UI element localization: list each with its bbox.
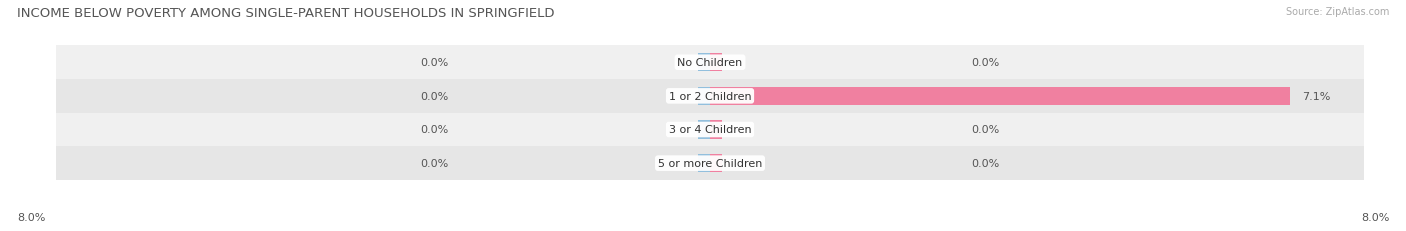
Text: 0.0%: 0.0% bbox=[420, 125, 449, 135]
Text: 8.0%: 8.0% bbox=[17, 212, 45, 222]
Text: 0.0%: 0.0% bbox=[420, 58, 449, 68]
Bar bbox=[710, 87, 1291, 106]
Text: 3 or 4 Children: 3 or 4 Children bbox=[669, 125, 751, 135]
Text: 0.0%: 0.0% bbox=[972, 58, 1000, 68]
Text: 0.0%: 0.0% bbox=[972, 158, 1000, 168]
Bar bbox=[710, 54, 723, 72]
Text: Source: ZipAtlas.com: Source: ZipAtlas.com bbox=[1285, 7, 1389, 17]
Bar bbox=[697, 54, 710, 72]
Text: No Children: No Children bbox=[678, 58, 742, 68]
Text: 8.0%: 8.0% bbox=[1361, 212, 1389, 222]
Text: INCOME BELOW POVERTY AMONG SINGLE-PARENT HOUSEHOLDS IN SPRINGFIELD: INCOME BELOW POVERTY AMONG SINGLE-PARENT… bbox=[17, 7, 554, 20]
Text: 0.0%: 0.0% bbox=[972, 125, 1000, 135]
Bar bbox=[710, 121, 723, 139]
Text: 1 or 2 Children: 1 or 2 Children bbox=[669, 91, 751, 101]
Bar bbox=[56, 147, 1364, 180]
Text: 0.0%: 0.0% bbox=[420, 158, 449, 168]
Text: 0.0%: 0.0% bbox=[420, 91, 449, 101]
Bar bbox=[697, 154, 710, 173]
Text: 5 or more Children: 5 or more Children bbox=[658, 158, 762, 168]
Bar bbox=[56, 46, 1364, 80]
Bar bbox=[710, 154, 723, 173]
Bar bbox=[697, 121, 710, 139]
Text: 7.1%: 7.1% bbox=[1302, 91, 1331, 101]
Bar bbox=[56, 113, 1364, 147]
Bar bbox=[56, 80, 1364, 113]
Bar bbox=[697, 87, 710, 106]
